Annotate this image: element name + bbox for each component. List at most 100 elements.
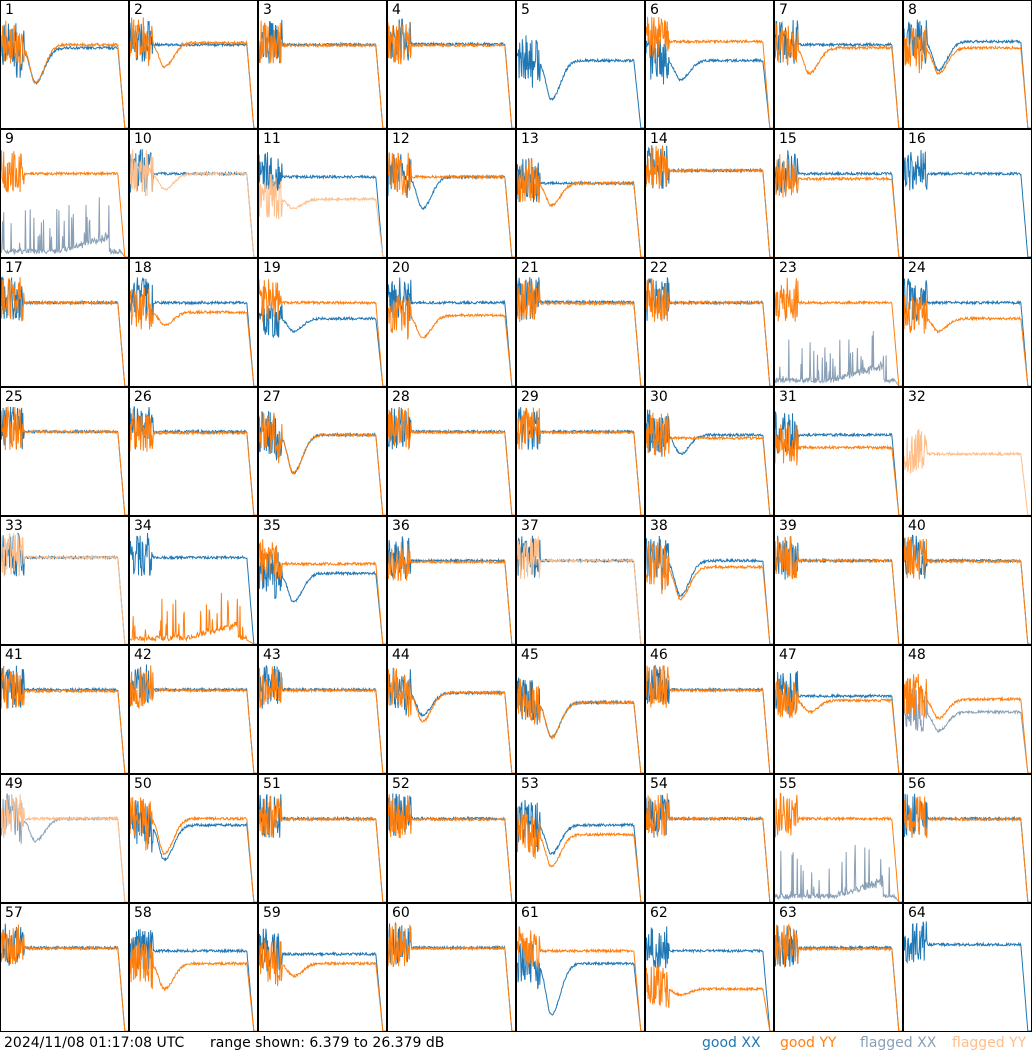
yy-series-line [646,965,773,1031]
yy-series-line [388,21,515,128]
xx-series-line [775,670,902,773]
panel-plot [130,149,257,257]
spectrum-panel: 40 [903,516,1032,645]
yy-series-line [517,157,644,257]
panel-label: 10 [134,131,152,147]
panel-label: 17 [5,260,23,276]
panel-label: 34 [134,518,152,534]
panel-plot [1,20,128,128]
spectrum-panel: 46 [645,645,774,774]
panel-label: 36 [392,518,410,534]
xx-series-line [517,942,644,1031]
panel-plot [775,792,902,902]
panel-label: 61 [521,905,539,921]
panel-plot [517,677,644,773]
panel-label: 49 [5,776,23,792]
panel-plot [130,532,257,644]
yy-series-line [646,278,773,386]
xx-series-line [130,20,257,128]
range-label: range shown: 6.379 to 26.379 dB [210,1035,445,1051]
panel-label: 18 [134,260,152,276]
panel-plot [775,150,902,257]
panel-plot [646,664,773,773]
spectrum-panel: 2 [129,0,258,129]
yy-series-line [259,411,386,515]
yy-series-line [1,924,128,1031]
yy-series-line [130,938,257,1031]
panel-label: 27 [263,389,281,405]
panel-label: 63 [779,905,797,921]
yy-series-line [388,923,515,1031]
spectrum-panel: 55 [774,774,903,903]
spectrum-panel: 37 [516,516,645,645]
xx-series-line [904,19,1031,128]
yy-series-line [1,533,128,644]
xx-series-line [130,799,257,902]
panel-plot [130,664,257,773]
panel-label: 40 [908,518,926,534]
panel-label: 22 [650,260,668,276]
yy-series-line [388,152,515,257]
panel-label: 48 [908,647,926,663]
timestamp: 2024/11/08 01:17:08 UTC [4,1035,185,1051]
panel-label: 19 [263,260,281,276]
yy-series-line [646,412,773,515]
yy-series-line [646,793,773,902]
panel-label: 42 [134,647,152,663]
spectrum-panel: 6 [645,0,774,129]
spectrum-panel: 38 [645,516,774,645]
spectrum-panel: 52 [387,774,516,903]
spectrum-panel: 61 [516,903,645,1032]
panel-label: 46 [650,647,668,663]
footer: 2024/11/08 01:17:08 UTC range shown: 6.3… [0,1033,1033,1053]
xx-series-line [517,35,644,128]
panel-plot [904,921,1031,1031]
spectrum-panel: 14 [645,129,774,258]
yy-series-line [130,287,257,386]
panel-label: 56 [908,776,926,792]
yy-series-line [775,154,902,257]
legend-flagged-yy: flagged YY [952,1035,1027,1051]
panel-label: 32 [908,389,926,405]
panel-label: 37 [521,518,539,534]
xx-series-line [388,277,515,386]
panel-label: 23 [779,260,797,276]
panel-label: 13 [521,131,539,147]
yy-series-line [1,277,128,386]
panel-plot [517,35,644,128]
spectrum-panel: 20 [387,258,516,387]
legend-good-yy: good YY [780,1035,837,1051]
spectrum-panel: 50 [129,774,258,903]
spectrum-panel: 21 [516,258,645,387]
yy-series-line [388,667,515,773]
xx-series-line [775,411,902,515]
yy-series-line [904,292,1031,386]
panel-label: 9 [5,131,14,147]
yy-series-line [130,409,257,515]
spectrum-panel: 41 [0,645,129,774]
spectrum-panel: 29 [516,387,645,516]
panel-plot [259,152,386,257]
yy-series-line [1,793,128,902]
spectrum-panel: 22 [645,258,774,387]
xx-series-line [775,150,902,257]
spectrum-panel: 17 [0,258,129,387]
spectrum-panel: 4 [387,0,516,129]
spectrum-panel: 16 [903,129,1032,258]
xx-series-line [130,149,257,257]
panel-plot [904,19,1031,128]
spectrum-panel: 48 [903,645,1032,774]
spectrum-panel: 11 [258,129,387,258]
spectrum-panel: 60 [387,903,516,1032]
yy-series-line [904,428,1031,515]
spectrum-panel: 5 [516,0,645,129]
panel-plot [904,428,1031,515]
panel-label: 25 [5,389,23,405]
spectrum-panel: 23 [774,258,903,387]
spectrum-panel: 64 [903,903,1032,1032]
xx-series-line [259,665,386,773]
panel-label: 53 [521,776,539,792]
panel-label: 64 [908,905,926,921]
yy-series-line [517,280,644,386]
panel-plot [259,279,386,386]
